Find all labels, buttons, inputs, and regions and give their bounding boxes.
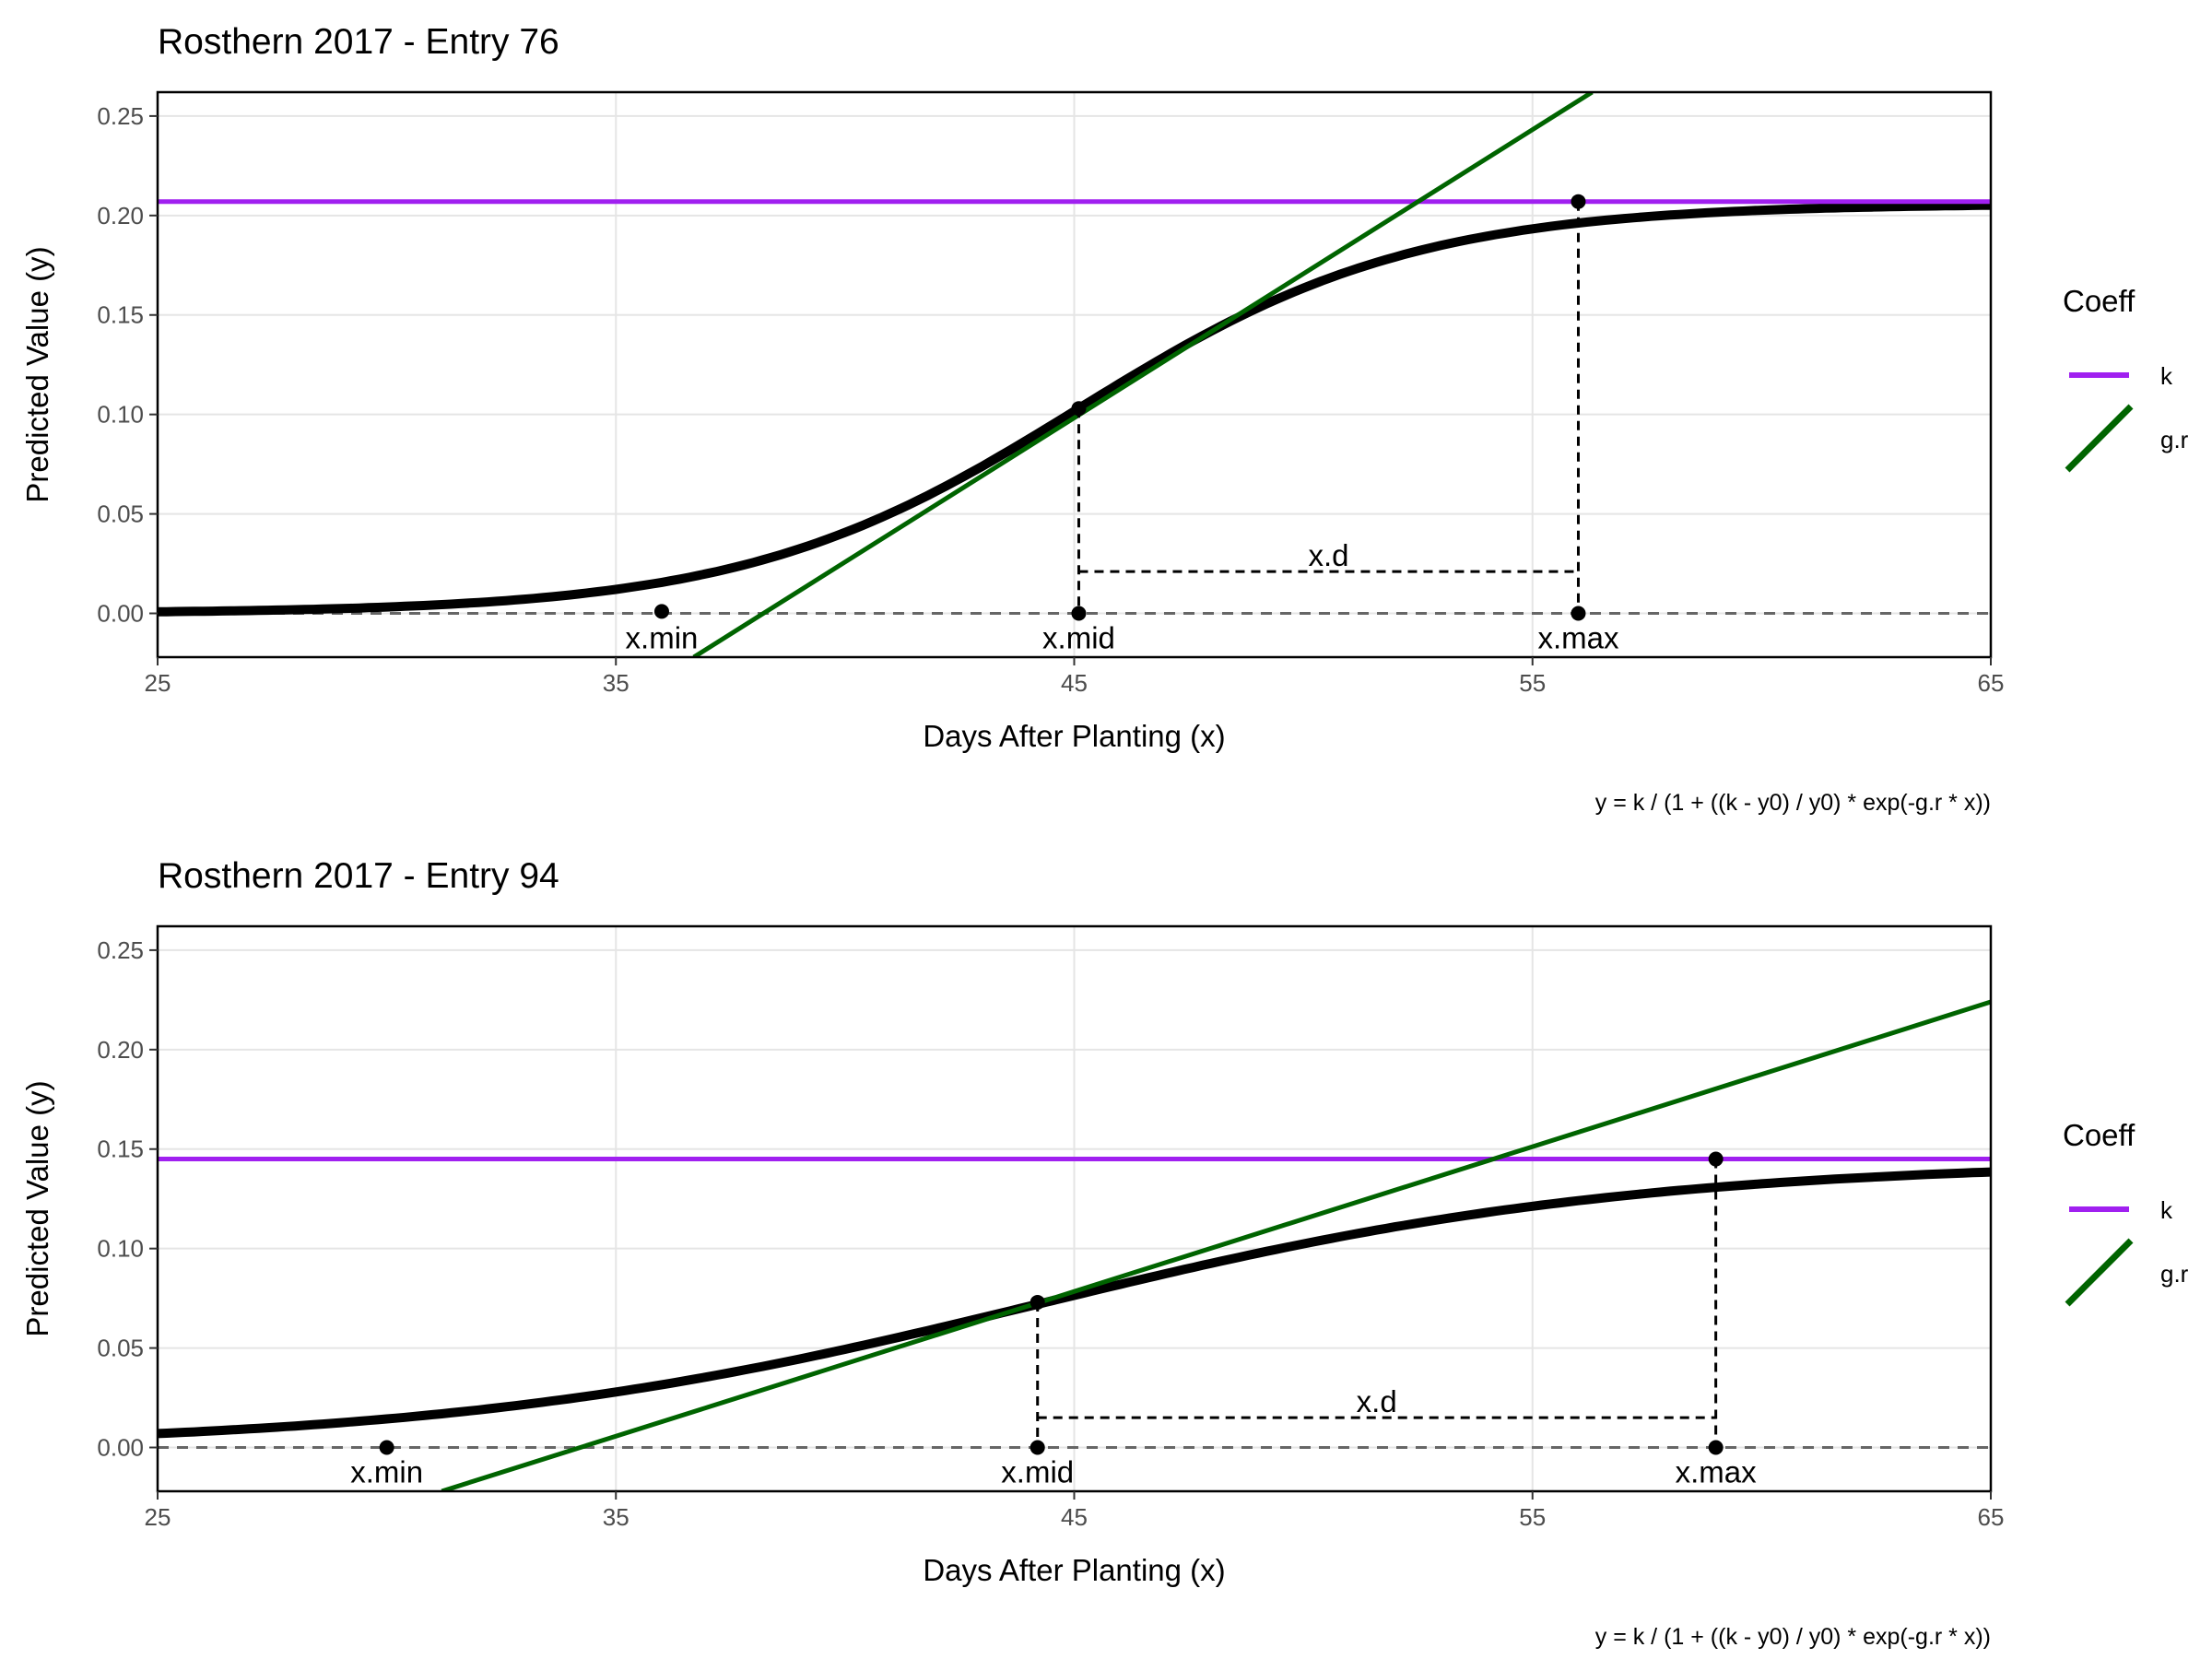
- legend-label-k: k: [2160, 362, 2173, 390]
- x-d-label: x.d: [1357, 1384, 1397, 1418]
- x-min-point: [379, 1440, 394, 1455]
- y-tick-label: 0.15: [97, 301, 144, 329]
- x-max-label: x.max: [1676, 1455, 1758, 1489]
- chart-title: Rosthern 2017 - Entry 76: [158, 22, 559, 62]
- x-axis-title: Days After Planting (x): [923, 719, 1225, 753]
- x-tick-label: 35: [603, 669, 629, 697]
- x-mid-base-point: [1030, 1440, 1045, 1455]
- legend-title: Coeff: [2063, 1118, 2136, 1152]
- y-axis-title: Predicted Value (y): [20, 246, 54, 502]
- x-max-base-point: [1571, 606, 1586, 621]
- x-tick-label: 65: [1978, 669, 2005, 697]
- chart-entry-76: Rosthern 2017 - Entry 76 x.min x.mid x.max x…: [20, 22, 2189, 816]
- x-tick-label: 45: [1061, 1503, 1088, 1531]
- x-tick-label: 55: [1519, 669, 1546, 697]
- x-min-point: [653, 604, 669, 619]
- y-axis-title: Predicted Value (y): [20, 1080, 54, 1336]
- x-d-label: x.d: [1308, 538, 1348, 572]
- x-tick-label: 65: [1978, 1503, 2005, 1531]
- x-min-label: x.min: [350, 1455, 423, 1489]
- x-mid-label: x.mid: [1042, 621, 1115, 655]
- x-mid-curve-point: [1030, 1294, 1045, 1310]
- chart-title: Rosthern 2017 - Entry 94: [158, 856, 559, 896]
- x-axis-title: Days After Planting (x): [923, 1553, 1225, 1587]
- y-tick-label: 0.20: [97, 202, 144, 229]
- y-tick-label: 0.25: [97, 102, 144, 130]
- y-tick-label: 0.00: [97, 1434, 144, 1462]
- legend-label-gr: g.r: [2160, 426, 2189, 453]
- logistic-curve: [158, 1167, 1991, 1439]
- x-min-label: x.min: [626, 621, 699, 655]
- chart-entry-94: Rosthern 2017 - Entry 94 x.min x.mid x.max x…: [20, 856, 2189, 1650]
- y-tick-label: 0.05: [97, 500, 144, 528]
- gr-tangent-line: [692, 92, 1594, 657]
- x-max-k-point: [1708, 1151, 1724, 1167]
- legend-key-gr: [2065, 1238, 2134, 1307]
- x-max-k-point: [1571, 194, 1586, 209]
- x-max-label: x.max: [1537, 621, 1619, 655]
- y-tick-label: 0.00: [97, 600, 144, 628]
- x-mid-label: x.mid: [1001, 1455, 1074, 1489]
- y-tick-label: 0.10: [97, 401, 144, 429]
- legend-label-gr: g.r: [2160, 1260, 2189, 1288]
- y-tick-label: 0.10: [97, 1235, 144, 1263]
- x-mid-base-point: [1071, 606, 1087, 621]
- y-tick-label: 0.05: [97, 1335, 144, 1362]
- y-tick-label: 0.20: [97, 1036, 144, 1064]
- x-max-base-point: [1708, 1440, 1724, 1455]
- gr-tangent-line: [441, 999, 1991, 1491]
- x-tick-label: 45: [1061, 669, 1088, 697]
- plot-area: [158, 926, 1991, 1491]
- formula-caption: y = k / (1 + ((k - y0) / y0) * exp(-g.r …: [1595, 790, 1991, 816]
- y-tick-label: 0.25: [97, 936, 144, 964]
- x-tick-label: 35: [603, 1503, 629, 1531]
- x-tick-label: 55: [1519, 1503, 1546, 1531]
- x-mid-curve-point: [1071, 401, 1087, 417]
- y-tick-label: 0.15: [97, 1135, 144, 1163]
- legend-key-gr: [2065, 404, 2134, 473]
- legend-title: Coeff: [2063, 284, 2136, 318]
- formula-caption: y = k / (1 + ((k - y0) / y0) * exp(-g.r …: [1595, 1624, 1991, 1650]
- x-tick-label: 25: [145, 669, 171, 697]
- legend-label-k: k: [2160, 1196, 2173, 1224]
- x-tick-label: 25: [145, 1503, 171, 1531]
